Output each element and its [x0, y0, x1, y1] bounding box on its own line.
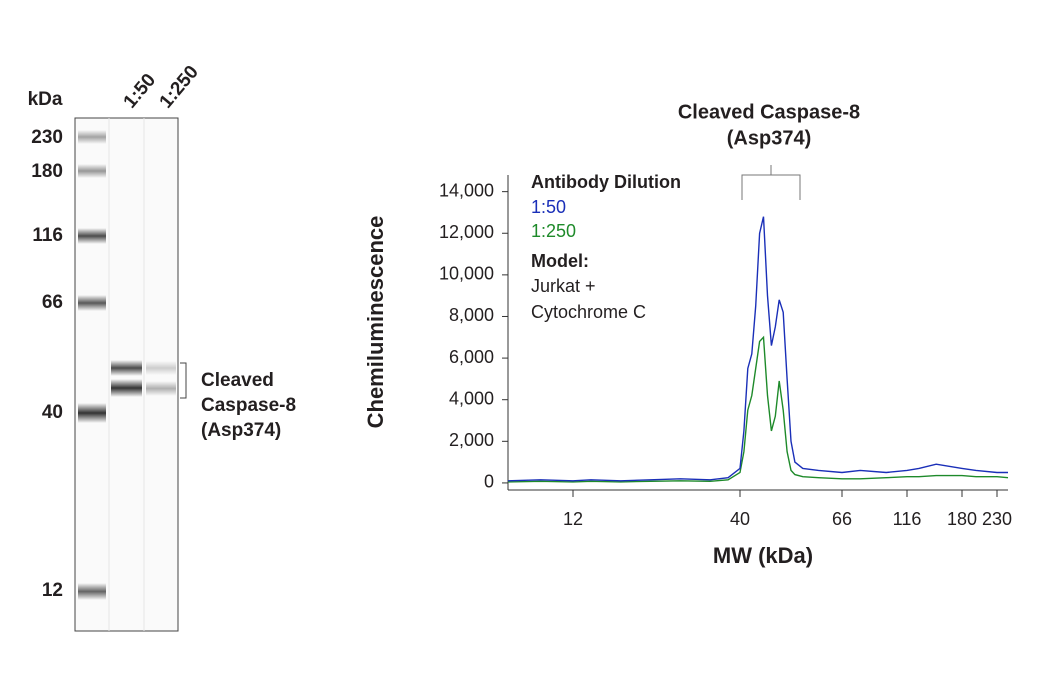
- model-text: Jurkat +: [531, 276, 596, 296]
- marker-label: 180: [31, 161, 63, 182]
- y-tick-label: 2,000: [449, 430, 494, 450]
- sample-bands: [111, 360, 176, 397]
- peak-bracket: [741, 165, 801, 200]
- legend-entry: 1:250: [531, 221, 576, 241]
- model-title: Model:: [531, 251, 589, 271]
- lane-label: 1:250: [156, 62, 203, 113]
- y-tick-label: 0: [484, 472, 494, 492]
- chart-title: Cleaved Caspase-8: [678, 101, 860, 123]
- x-tick-label: 230: [982, 509, 1012, 529]
- model-text: Cytochrome C: [531, 302, 646, 322]
- band-bracket: [180, 362, 187, 399]
- x-tick-label: 180: [947, 509, 977, 529]
- y-tick-label: 14,000: [439, 180, 494, 200]
- y-axis-label: Chemiluminescence: [363, 216, 388, 429]
- marker-label: 12: [42, 580, 63, 601]
- y-tick-label: 6,000: [449, 347, 494, 367]
- marker-label: 40: [42, 402, 63, 423]
- ladder-bands: [78, 130, 106, 600]
- band-label: Cleaved: [201, 370, 274, 391]
- marker-label: 116: [32, 225, 63, 246]
- data-line: [507, 216, 1008, 482]
- x-tick-label: 12: [563, 509, 583, 529]
- y-tick-label: 10,000: [439, 264, 494, 284]
- x-axis-label: MW (kDa): [713, 543, 813, 568]
- unit-label: kDa: [28, 89, 63, 110]
- band-label: Caspase-8: [201, 395, 296, 416]
- band-label: (Asp374): [201, 420, 281, 441]
- y-tick-label: 8,000: [449, 305, 494, 325]
- legend-title: Antibody Dilution: [531, 172, 681, 192]
- legend-entry: 1:50: [531, 197, 566, 217]
- marker-label: 66: [42, 292, 63, 313]
- marker-label: 230: [31, 127, 63, 148]
- x-tick-label: 116: [893, 509, 922, 529]
- y-tick-label: 12,000: [439, 222, 494, 242]
- x-tick-label: 40: [730, 509, 750, 529]
- x-tick-label: 66: [832, 509, 852, 529]
- chart-title: (Asp374): [727, 127, 811, 149]
- data-line: [507, 335, 1009, 483]
- y-tick-label: 4,000: [449, 388, 494, 408]
- lane-label: 1:50: [120, 70, 161, 113]
